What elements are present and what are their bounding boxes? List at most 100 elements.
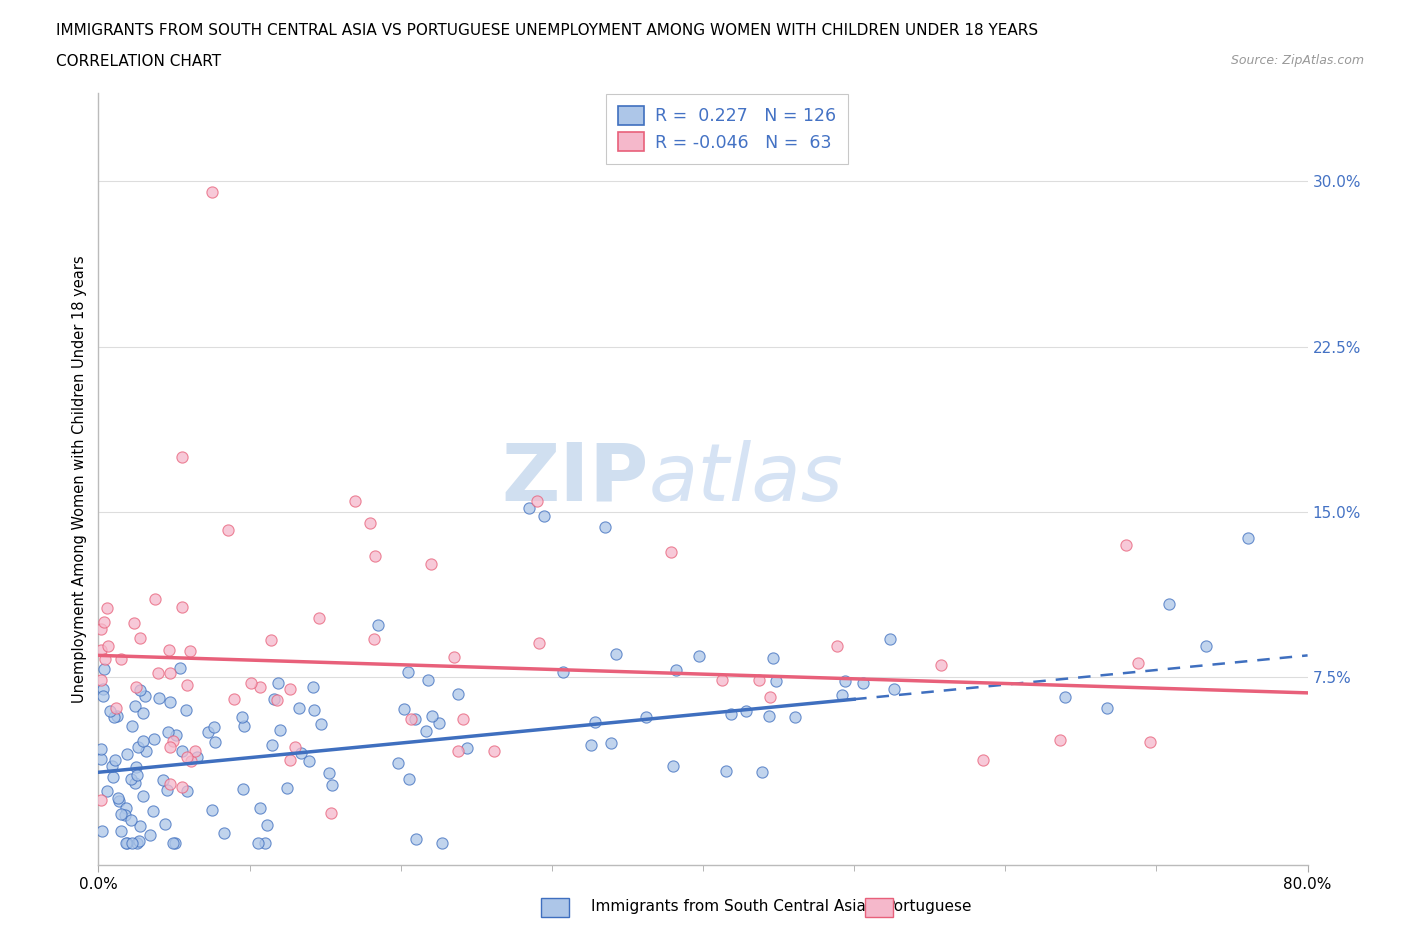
Point (879, 631, 901, 646)
Point (105, 709, 128, 724)
Point (456, 740, 478, 755)
Point (212, 825, 235, 840)
Point (170, 449, 193, 464)
Text: atlas: atlas (648, 440, 844, 518)
Point (117, 746, 139, 761)
Point (90, 621, 112, 636)
Point (319, 805, 342, 820)
Point (246, 835, 269, 850)
Point (105, 701, 128, 716)
Point (302, 702, 325, 717)
Point (121, 719, 143, 734)
Point (259, 632, 281, 647)
Point (262, 737, 284, 752)
Point (831, 687, 853, 702)
Point (1157, 596, 1180, 611)
Point (1115, 538, 1137, 552)
Point (162, 734, 184, 749)
Text: Immigrants from South Central Asia: Immigrants from South Central Asia (591, 899, 866, 914)
Point (527, 635, 550, 650)
Point (129, 818, 152, 833)
Point (156, 783, 179, 798)
Point (124, 698, 146, 713)
Point (134, 688, 156, 703)
Point (201, 185, 224, 200)
Point (159, 777, 181, 791)
Point (308, 611, 330, 626)
Point (256, 817, 278, 832)
Point (146, 665, 169, 680)
Point (344, 494, 367, 509)
Point (132, 705, 155, 720)
Point (232, 718, 254, 733)
Point (103, 710, 125, 724)
Point (202, 720, 225, 735)
Point (1139, 735, 1161, 750)
Point (278, 752, 301, 767)
Point (115, 835, 138, 850)
Point (1049, 733, 1071, 748)
Point (90, 643, 112, 658)
Point (90, 751, 112, 766)
Point (162, 835, 184, 850)
Point (201, 803, 224, 817)
Point (593, 520, 616, 535)
Point (1195, 639, 1218, 654)
Point (852, 675, 875, 690)
Point (110, 824, 132, 839)
Point (636, 710, 658, 724)
Point (249, 801, 271, 816)
Point (290, 746, 312, 761)
Point (734, 703, 756, 718)
Text: CORRELATION CHART: CORRELATION CHART (56, 54, 221, 69)
Point (159, 739, 181, 754)
Point (90, 823, 112, 838)
Point (139, 827, 162, 842)
Point (533, 509, 555, 524)
Point (128, 833, 150, 848)
Point (599, 736, 621, 751)
Point (266, 692, 288, 707)
Point (170, 600, 193, 615)
Point (710, 672, 733, 687)
Y-axis label: Unemployment Among Women with Children Under 18 years: Unemployment Among Women with Children U… (72, 255, 87, 703)
Point (398, 772, 420, 787)
Point (142, 731, 165, 746)
Point (405, 832, 427, 847)
Point (115, 801, 138, 816)
Point (93, 652, 115, 667)
Point (1054, 689, 1077, 704)
Point (396, 665, 419, 680)
Point (104, 752, 127, 767)
Point (363, 548, 385, 563)
Point (443, 649, 465, 664)
Point (276, 780, 298, 795)
Point (174, 702, 197, 717)
Point (415, 724, 437, 738)
Point (253, 835, 276, 850)
Point (714, 764, 737, 778)
Point (170, 780, 193, 795)
Point (124, 760, 146, 775)
Point (231, 710, 253, 724)
Point (367, 618, 389, 632)
Point (197, 724, 219, 739)
Point (132, 788, 155, 803)
Point (267, 676, 290, 691)
Point (688, 649, 710, 664)
Point (302, 679, 325, 694)
Point (217, 523, 239, 538)
Point (404, 711, 426, 726)
Point (114, 807, 136, 822)
Point (249, 680, 271, 695)
Point (101, 758, 124, 773)
Point (90, 673, 112, 688)
Point (762, 651, 785, 666)
Point (96, 601, 118, 616)
Point (135, 743, 157, 758)
Point (179, 644, 201, 658)
Point (482, 744, 505, 759)
Point (156, 724, 179, 739)
Point (882, 682, 904, 697)
Point (96, 784, 118, 799)
